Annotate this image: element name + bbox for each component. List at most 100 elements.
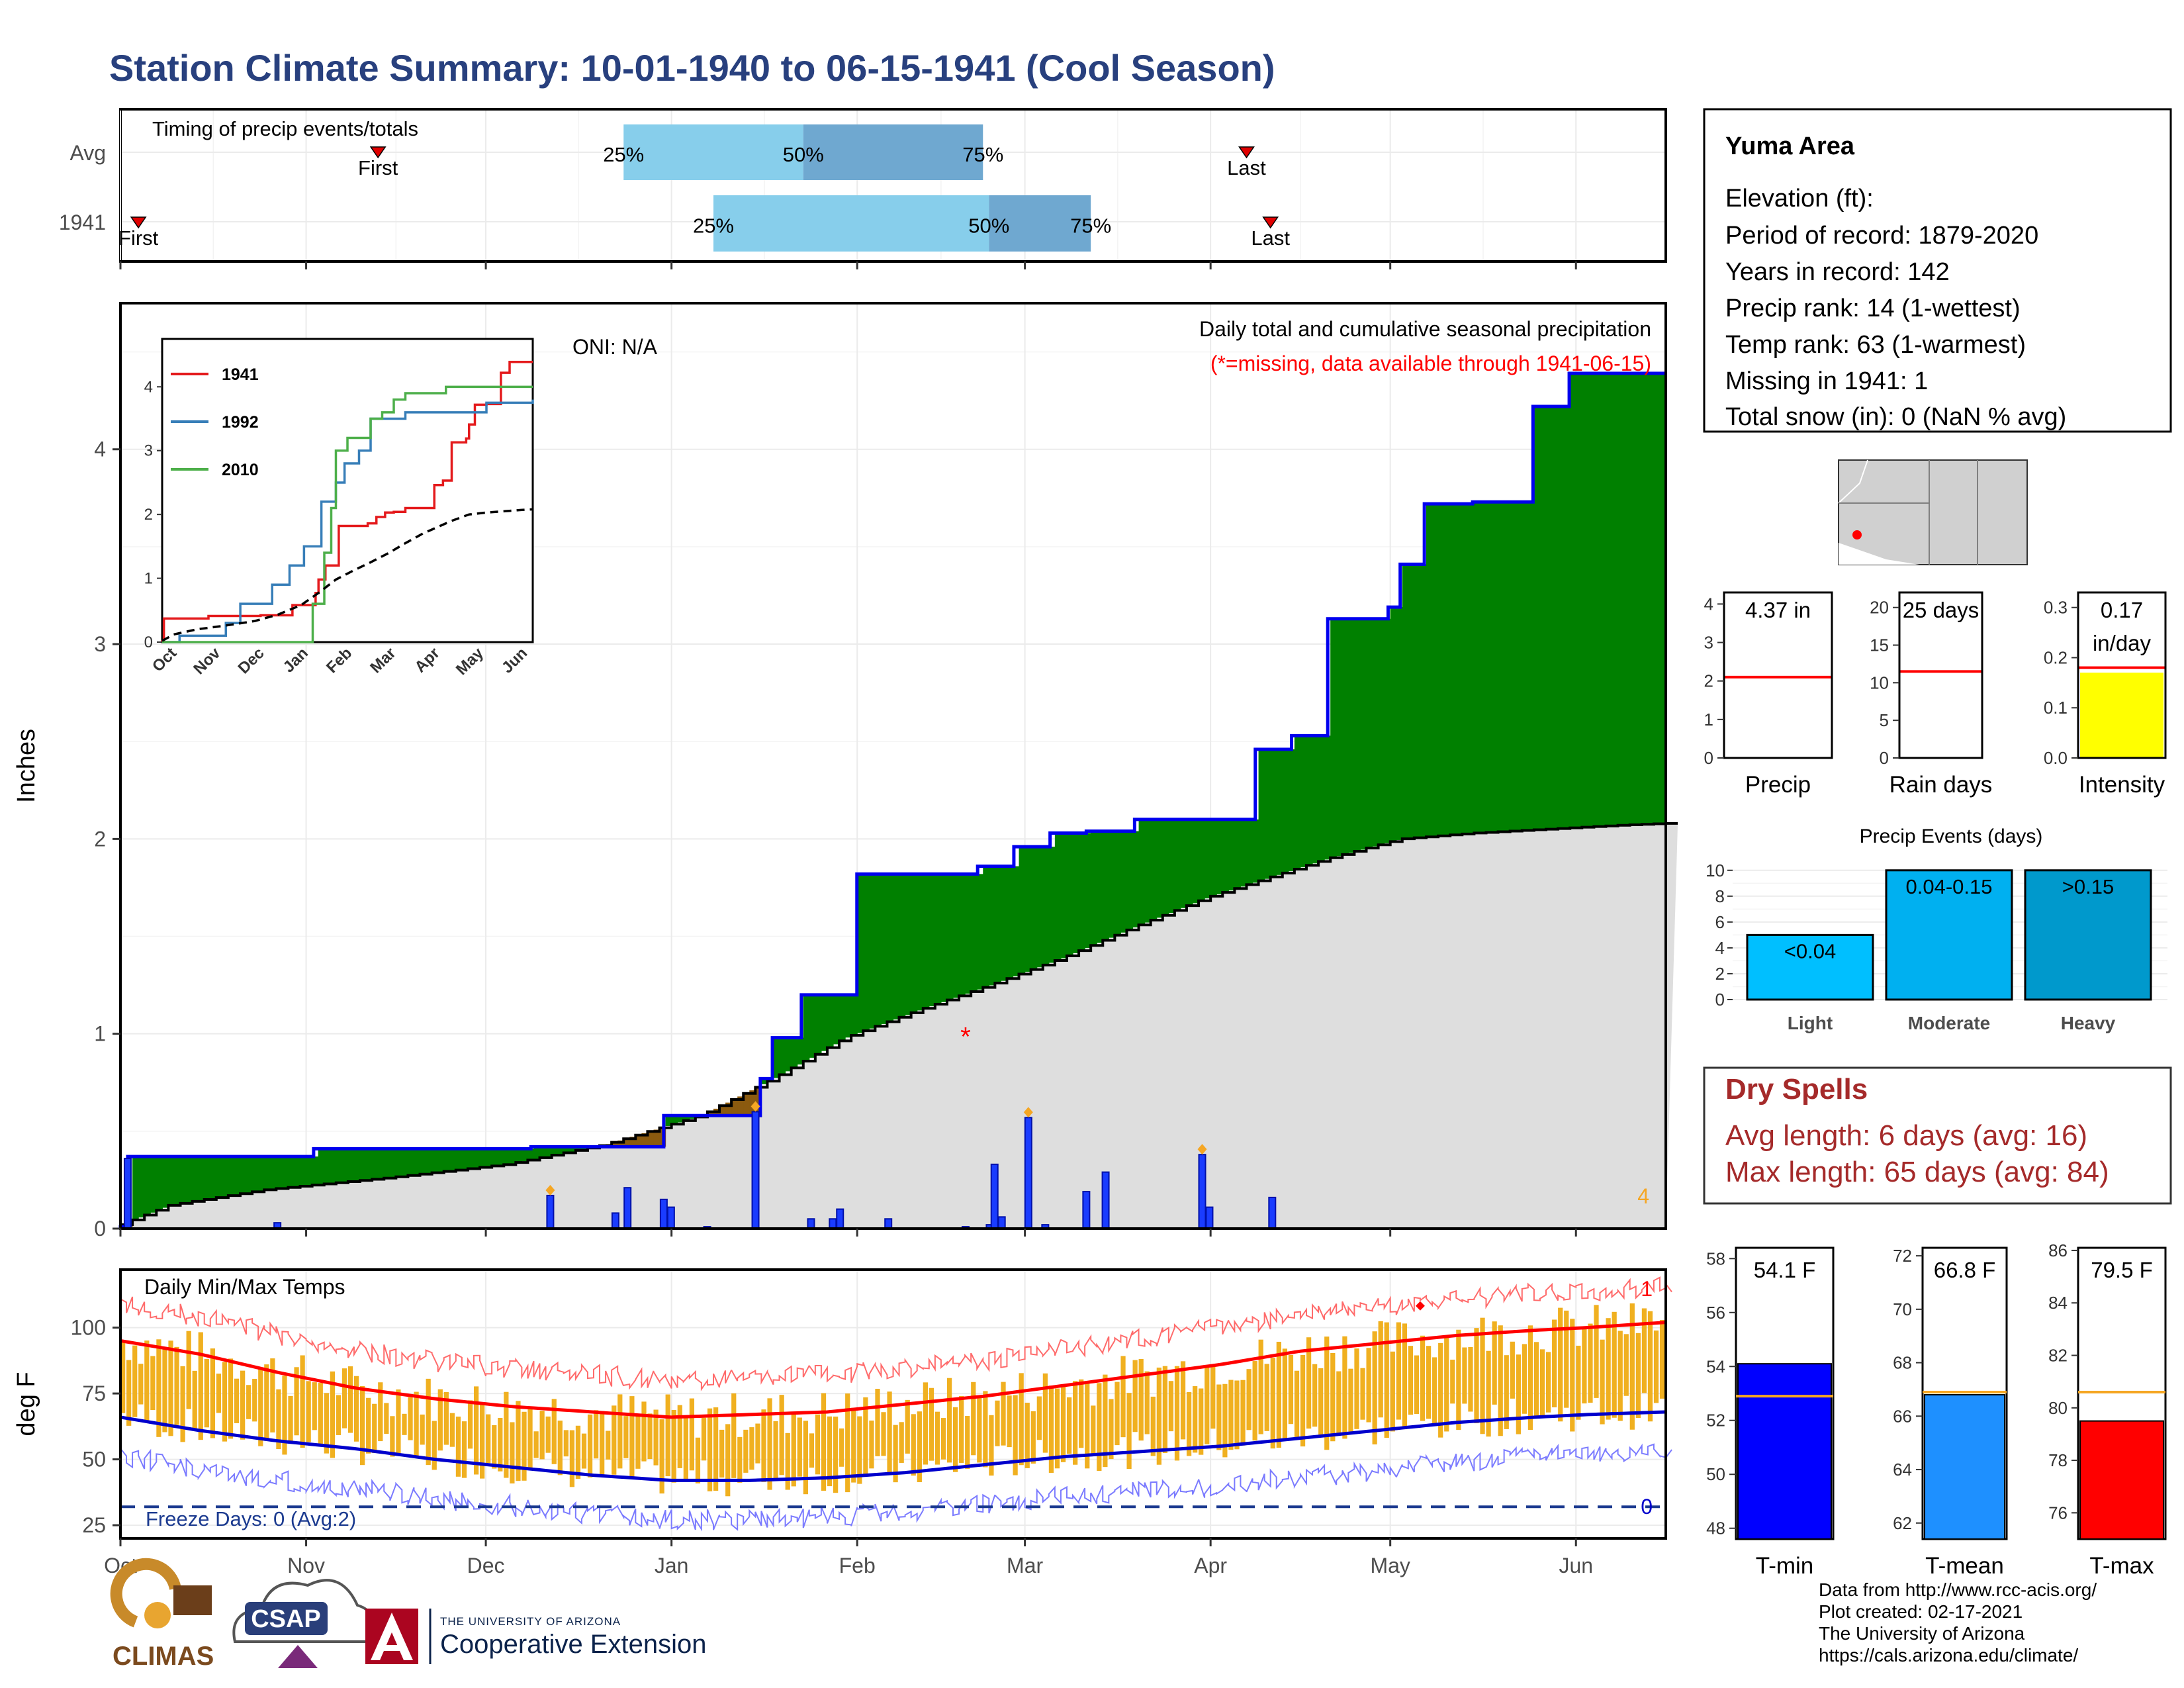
surplus-slice xyxy=(1426,504,1433,837)
surplus-slice xyxy=(1186,819,1193,906)
daily-precip-bar xyxy=(836,1208,844,1230)
month-label: Apr xyxy=(1194,1554,1227,1577)
daily-temp-range xyxy=(1066,1397,1072,1454)
daily-temp-range xyxy=(1576,1345,1581,1420)
climas-text: CLIMAS xyxy=(113,1642,214,1671)
surplus-slice xyxy=(1576,373,1582,828)
daily-temp-range xyxy=(689,1398,695,1471)
daily-temp-range xyxy=(653,1409,659,1466)
surplus-slice xyxy=(1048,847,1056,963)
mini-ytick: 0.3 xyxy=(2044,598,2068,618)
surplus-slice xyxy=(803,994,810,1062)
timing-last-label: Last xyxy=(1227,156,1266,179)
temp-bar-ytick: 86 xyxy=(2048,1241,2068,1260)
month-label: Feb xyxy=(839,1554,876,1577)
timing-first-label: First xyxy=(118,226,159,250)
daily-temp-range xyxy=(1132,1360,1138,1432)
daily-temp-range xyxy=(270,1358,275,1432)
daily-temp-range xyxy=(665,1394,670,1477)
temp-bar-label: T-mean xyxy=(1925,1553,2004,1579)
dry-frame xyxy=(1703,1066,2172,1205)
month-label: May xyxy=(1370,1554,1410,1577)
daily-temp-range xyxy=(1091,1405,1096,1454)
station-info-box: Yuma Area Elevation (ft): Period of reco… xyxy=(1703,108,2172,433)
surplus-slice xyxy=(1408,564,1415,839)
inset-ytick: 4 xyxy=(144,378,153,396)
daily-temp-range xyxy=(1498,1325,1503,1436)
surplus-slice xyxy=(1617,373,1625,825)
surplus-slice xyxy=(965,874,972,994)
surplus-slice xyxy=(1109,831,1115,938)
daily-temp-range xyxy=(1582,1327,1587,1404)
surplus-slice xyxy=(467,1149,475,1169)
daily-temp-range xyxy=(522,1411,527,1481)
surplus-slice xyxy=(881,874,888,1024)
surplus-slice xyxy=(492,1149,498,1166)
surplus-slice xyxy=(809,994,816,1058)
daily-temp-range xyxy=(1150,1396,1156,1456)
daily-temp-range xyxy=(593,1410,599,1459)
surplus-slice xyxy=(1115,831,1122,935)
timing-bar-q25-q50 xyxy=(713,195,989,252)
daily-precip-bar xyxy=(1082,1191,1091,1229)
surplus-slice xyxy=(222,1156,229,1197)
surplus-slice xyxy=(893,874,900,1020)
avg-min-line xyxy=(120,1410,1666,1482)
daily-temp-range xyxy=(1079,1379,1084,1448)
surplus-slice xyxy=(923,874,930,1009)
daily-temp-range xyxy=(120,1341,126,1413)
daily-temp-range xyxy=(276,1389,281,1450)
inset-legend-label: 1941 xyxy=(222,365,259,384)
surplus-slice xyxy=(1216,819,1223,895)
daily-temp-range xyxy=(504,1391,509,1478)
daily-temp-range xyxy=(767,1398,772,1490)
surplus-slice xyxy=(1132,831,1140,928)
daily-temp-range xyxy=(396,1389,401,1455)
daily-temp-range xyxy=(1054,1388,1060,1469)
timing-q50-label: 50% xyxy=(968,214,1009,238)
daily-temp-range xyxy=(539,1411,545,1460)
surplus-slice xyxy=(1013,866,1020,976)
locator-map xyxy=(1838,459,2028,565)
surplus-slice xyxy=(1066,833,1073,956)
daily-precip-bar xyxy=(123,1158,132,1229)
inset-series-1992 xyxy=(162,399,534,643)
daily-precip-bar xyxy=(1268,1196,1277,1229)
daily-temp-range xyxy=(731,1393,737,1478)
surplus-slice xyxy=(773,1037,780,1078)
surplus-slice xyxy=(833,994,840,1045)
surplus-slice xyxy=(324,1149,331,1184)
dry-title: Dry Spells xyxy=(1725,1073,1868,1105)
surplus-slice xyxy=(258,1156,265,1191)
daily-temp-range xyxy=(330,1371,336,1458)
events-bar-label: 0.04-0.15 xyxy=(1906,875,1993,898)
surplus-slice xyxy=(204,1156,211,1200)
daily-temp-range xyxy=(228,1358,234,1439)
mini-value-label: 25 days xyxy=(1903,598,1979,622)
daily-temp-range xyxy=(749,1427,754,1470)
daily-temp-range xyxy=(995,1400,1000,1446)
daily-temp-range xyxy=(557,1421,563,1476)
record-precip-marker xyxy=(1197,1144,1207,1155)
surplus-slice xyxy=(516,1149,522,1163)
daily-temp-range xyxy=(324,1393,329,1454)
surplus-slice xyxy=(1042,847,1050,965)
surplus-slice xyxy=(341,1149,349,1182)
daily-precip-bar xyxy=(807,1218,815,1229)
precip-ytick: 1 xyxy=(94,1022,106,1046)
daily-temp-range xyxy=(1193,1386,1198,1453)
station-line: Missing in 1941: 1 xyxy=(1725,367,1928,395)
mini-label: Precip xyxy=(1745,772,1811,798)
daily-temp-range xyxy=(1539,1349,1545,1416)
surplus-slice xyxy=(1522,502,1529,831)
temp-bar-ytick: 66 xyxy=(1893,1406,1912,1426)
surplus-slice xyxy=(1414,564,1421,838)
inset-ytick: 0 xyxy=(144,633,153,651)
surplus-slice xyxy=(510,1149,516,1164)
freeze-days-label: Freeze Days: 0 (Avg:2) xyxy=(146,1507,356,1530)
surplus-slice xyxy=(426,1149,433,1174)
daily-temp-range xyxy=(156,1339,161,1437)
daily-precip-bar xyxy=(611,1212,619,1229)
surplus-slice xyxy=(1570,373,1576,828)
surplus-slice xyxy=(312,1156,319,1186)
